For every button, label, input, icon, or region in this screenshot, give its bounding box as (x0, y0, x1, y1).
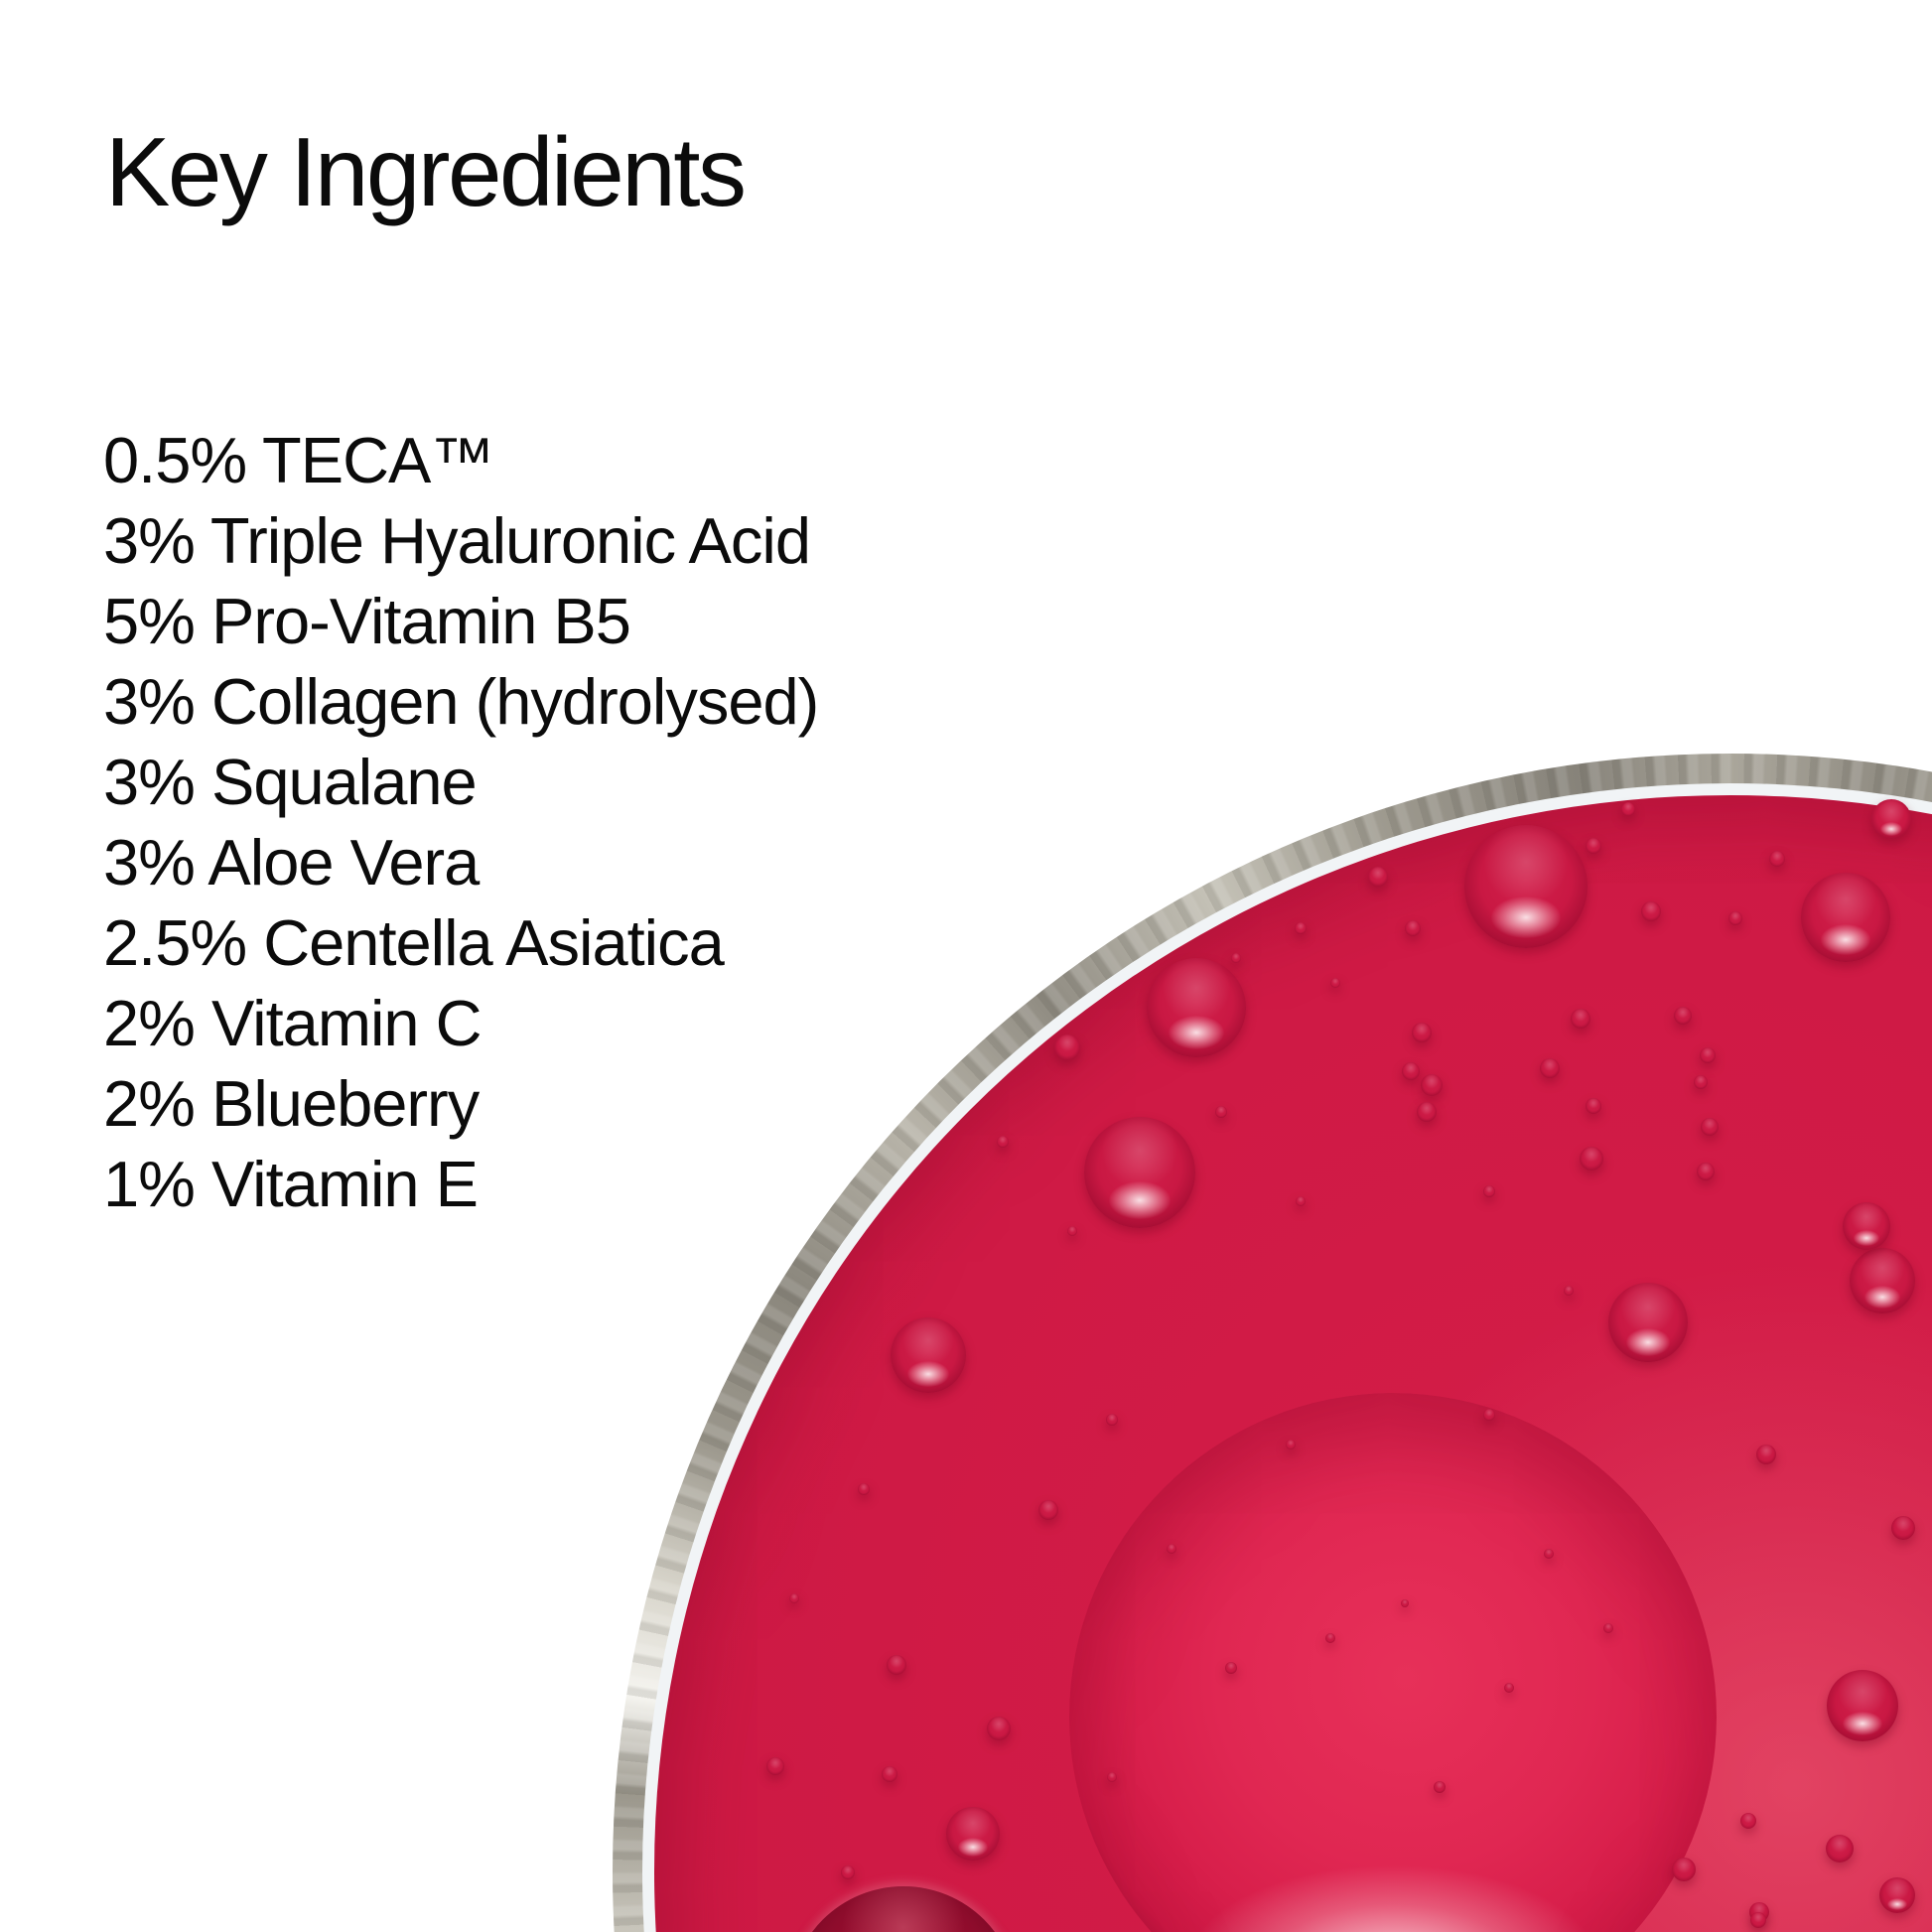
bubble (789, 1886, 1018, 1932)
ingredient-item: 2% Vitamin C (103, 987, 483, 1059)
ingredient-item: 3% Collagen (hydrolysed) (103, 665, 819, 738)
bubble (1701, 1118, 1719, 1136)
bubble (1147, 958, 1246, 1057)
bubble (1641, 901, 1661, 921)
bubble (946, 1807, 1000, 1861)
bubble (1891, 1516, 1915, 1540)
bubble (1674, 1007, 1692, 1025)
bubble (766, 1757, 784, 1775)
bubble (1564, 1286, 1574, 1296)
bubble (1417, 1102, 1437, 1122)
ingredient-item: 0.5% TECA™ (103, 424, 494, 496)
ingredient-item: 3% Squalane (103, 746, 478, 818)
bubble (1421, 1074, 1443, 1096)
bubble (1826, 1835, 1854, 1863)
bubble (1504, 1683, 1514, 1693)
bubble (1728, 911, 1742, 925)
ingredient-item: 3% Triple Hyaluronic Acid (103, 504, 811, 577)
bubble (1286, 1440, 1296, 1449)
bubble (1483, 1185, 1495, 1197)
bubble (1843, 1202, 1890, 1250)
bubble (1750, 1912, 1766, 1928)
bubble (1107, 1772, 1117, 1782)
bubble (1084, 1117, 1195, 1228)
bubble (1225, 1662, 1237, 1674)
bubble (882, 1766, 897, 1782)
bubble (1586, 1098, 1601, 1114)
bubble (1483, 1409, 1495, 1421)
bubble (1621, 802, 1635, 816)
bubble (1571, 1009, 1590, 1029)
bubble (1586, 838, 1601, 854)
bubble (1067, 1226, 1077, 1236)
bubble (1325, 1633, 1335, 1643)
bubble (1402, 1062, 1420, 1080)
bubble (987, 1717, 1011, 1740)
bubble (887, 1655, 906, 1675)
ingredient-list: 0.5% TECA™ 3% Triple Hyaluronic Acid 5% Pr… (103, 420, 819, 1224)
bubble (1295, 922, 1307, 934)
bubble (1694, 1075, 1708, 1089)
bubble (1106, 1414, 1118, 1426)
bubble (891, 1317, 966, 1393)
bubble (1401, 1599, 1409, 1607)
bubble (1231, 953, 1241, 963)
bubble (1850, 1248, 1915, 1313)
bubble (841, 1865, 855, 1879)
bubble (1608, 1283, 1688, 1362)
ingredient-item: 3% Aloe Vera (103, 826, 480, 898)
large-center-bubble (1069, 1393, 1717, 1932)
ingredient-item: 5% Pro-Vitamin B5 (103, 585, 631, 657)
bubble (1740, 1813, 1756, 1829)
bubble (789, 1593, 799, 1603)
bubble (1700, 1047, 1716, 1063)
bubble (1603, 1623, 1613, 1633)
bubble (1697, 1163, 1715, 1180)
bubble (1405, 920, 1421, 936)
bubble (1544, 1549, 1554, 1559)
bubble (1167, 1544, 1176, 1554)
bubble (1434, 1781, 1446, 1793)
bubble (1756, 1445, 1776, 1464)
bubble (1054, 1035, 1080, 1060)
bubble (858, 1483, 870, 1495)
bubble (1368, 867, 1388, 887)
bubble (1801, 873, 1890, 962)
bubble (1879, 1877, 1915, 1913)
bubble (1769, 851, 1785, 867)
page-title: Key Ingredients (105, 117, 747, 226)
bubble (1296, 1196, 1306, 1206)
bubble (997, 1136, 1009, 1148)
bubble (1464, 825, 1587, 948)
bubble (1215, 1106, 1227, 1118)
bubble (1412, 1023, 1432, 1042)
bubble (1580, 1147, 1603, 1171)
bubble (1038, 1500, 1058, 1520)
ingredient-item: 1% Vitamin E (103, 1148, 479, 1220)
bubble (1827, 1670, 1898, 1741)
ingredient-item: 2.5% Centella Asiatica (103, 906, 725, 979)
bubble (1672, 1858, 1696, 1881)
ingredient-item: 2% Blueberry (103, 1067, 480, 1140)
bubble (1871, 799, 1911, 839)
bubble (1540, 1058, 1560, 1078)
bubble (1330, 978, 1340, 988)
